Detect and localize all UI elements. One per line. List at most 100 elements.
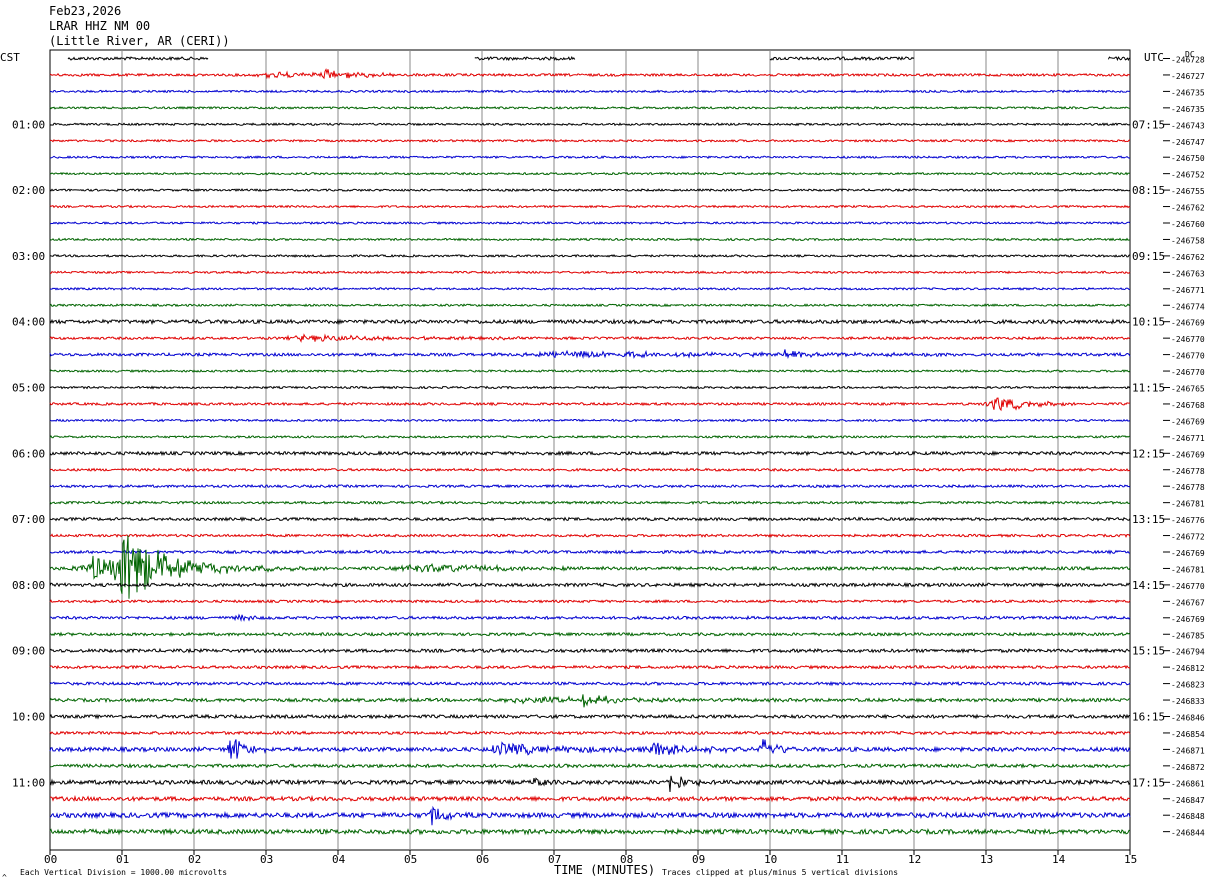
dc-value-label: -246769 — [1171, 319, 1205, 328]
trace-line — [49, 68, 1131, 80]
dc-value-label: -246872 — [1171, 763, 1205, 772]
x-axis-title: TIME (MINUTES) — [554, 863, 655, 877]
left-time-label: 11:00 — [12, 776, 45, 789]
dc-value-label: -246735 — [1171, 105, 1205, 114]
dc-value-label: -246762 — [1171, 253, 1205, 262]
footer-left-note: Each Vertical Division = 1000.00 microvo… — [20, 868, 227, 877]
dc-value-label: -246833 — [1171, 697, 1205, 706]
dc-value-label: -246774 — [1171, 302, 1205, 311]
x-tick-label: 02 — [188, 853, 201, 866]
trace-line — [49, 122, 1131, 127]
dc-value-label: -246776 — [1171, 516, 1205, 525]
trace-line — [49, 349, 1131, 359]
trace-line — [49, 483, 1131, 489]
dc-value-label: -246769 — [1171, 450, 1205, 459]
x-tick-label: 10 — [764, 853, 777, 866]
dc-value-label: -246861 — [1171, 779, 1205, 788]
right-time-label: 13:15 — [1132, 513, 1165, 526]
right-time-label: 15:15 — [1132, 645, 1165, 658]
right-time-label: 14:15 — [1132, 579, 1165, 592]
left-time-label: 03:00 — [12, 250, 45, 263]
dc-value-label: -246854 — [1171, 730, 1205, 739]
trace-line — [49, 827, 1131, 836]
dc-value-label: -246823 — [1171, 681, 1205, 690]
trace-line — [49, 581, 1131, 589]
x-tick-label: 09 — [692, 853, 705, 866]
trace-line — [1107, 56, 1130, 62]
plot-frame — [49, 49, 1131, 851]
trace-line — [49, 286, 1131, 291]
trace-line — [49, 237, 1130, 242]
dc-value-label: -246762 — [1171, 204, 1205, 213]
dc-value-label: -246770 — [1171, 368, 1205, 377]
x-tick-label: 04 — [332, 853, 346, 866]
trace-line — [49, 155, 1131, 160]
dc-value-label: -246871 — [1171, 746, 1205, 755]
trace-line — [49, 647, 1131, 654]
dc-value-label: -246750 — [1171, 154, 1205, 163]
dc-label: DC — [1185, 50, 1195, 59]
dc-value-label: -246743 — [1171, 121, 1205, 130]
trace-line — [49, 533, 1131, 538]
x-tick-label: 01 — [116, 853, 129, 866]
trace-line — [49, 188, 1131, 193]
trace-line — [49, 385, 1131, 390]
dc-value-label: -246812 — [1171, 664, 1205, 673]
trace-line — [49, 739, 1131, 759]
seismic-traces — [49, 55, 1131, 836]
left-time-label: 06:00 — [12, 447, 45, 460]
dc-value-label: -246769 — [1171, 417, 1205, 426]
dc-value-label: -246763 — [1171, 269, 1205, 278]
right-time-label: 12:15 — [1132, 447, 1165, 460]
dc-value-label: -246772 — [1171, 533, 1205, 542]
trace-line — [49, 303, 1131, 308]
trace-line — [49, 253, 1131, 258]
trace-line — [49, 434, 1131, 439]
trace-line — [50, 613, 1131, 623]
trace-line — [67, 55, 209, 62]
right-time-label: 09:15 — [1132, 250, 1165, 263]
x-tick-label: 03 — [260, 853, 273, 866]
trace-line — [49, 270, 1131, 275]
trace-line — [49, 598, 1131, 604]
dc-value-label: -246758 — [1171, 236, 1205, 245]
dc-value-label: -246752 — [1171, 171, 1205, 180]
dc-value-label: -246770 — [1171, 582, 1205, 591]
dc-value-label: -246848 — [1171, 812, 1205, 821]
trace-line — [49, 500, 1131, 505]
dc-value-label: -246727 — [1171, 72, 1205, 81]
x-tick-label: 12 — [908, 853, 921, 866]
left-time-label: 09:00 — [12, 645, 45, 658]
right-time-label: 08:15 — [1132, 184, 1165, 197]
trace-line — [49, 397, 1130, 412]
trace-line — [474, 55, 576, 62]
trace-line — [49, 664, 1131, 670]
footer-right-note: Traces clipped at plus/minus 5 vertical … — [662, 868, 898, 877]
trace-line — [50, 794, 1131, 803]
right-timezone-label: UTC — [1144, 51, 1164, 64]
x-tick-label: 00 — [44, 853, 57, 866]
left-time-label: 07:00 — [12, 513, 45, 526]
dc-value-label: -246785 — [1171, 631, 1205, 640]
trace-line — [769, 56, 915, 62]
dc-value-label: -246728 — [1171, 56, 1205, 65]
left-time-label: 08:00 — [12, 579, 45, 592]
x-tick-label: 07 — [548, 853, 561, 866]
trace-line — [49, 694, 1131, 708]
dc-value-label: -246778 — [1171, 467, 1205, 476]
right-time-label: 16:15 — [1132, 711, 1165, 724]
trace-line — [49, 418, 1131, 423]
right-time-label: 10:15 — [1132, 316, 1165, 329]
header-station: LRAR HHZ NM 00 — [49, 19, 151, 33]
right-time-label: 07:15 — [1132, 118, 1165, 131]
left-time-label: 02:00 — [12, 184, 45, 197]
x-tick-label: 11 — [836, 853, 849, 866]
dc-value-label: -246794 — [1171, 648, 1205, 657]
trace-line — [49, 333, 1131, 343]
trace-line — [49, 171, 1131, 176]
dc-value-label: -246769 — [1171, 615, 1205, 624]
dc-value-label: -246844 — [1171, 829, 1205, 838]
footer-marker: ^ — [2, 873, 7, 882]
dc-value-label: -246760 — [1171, 220, 1205, 229]
